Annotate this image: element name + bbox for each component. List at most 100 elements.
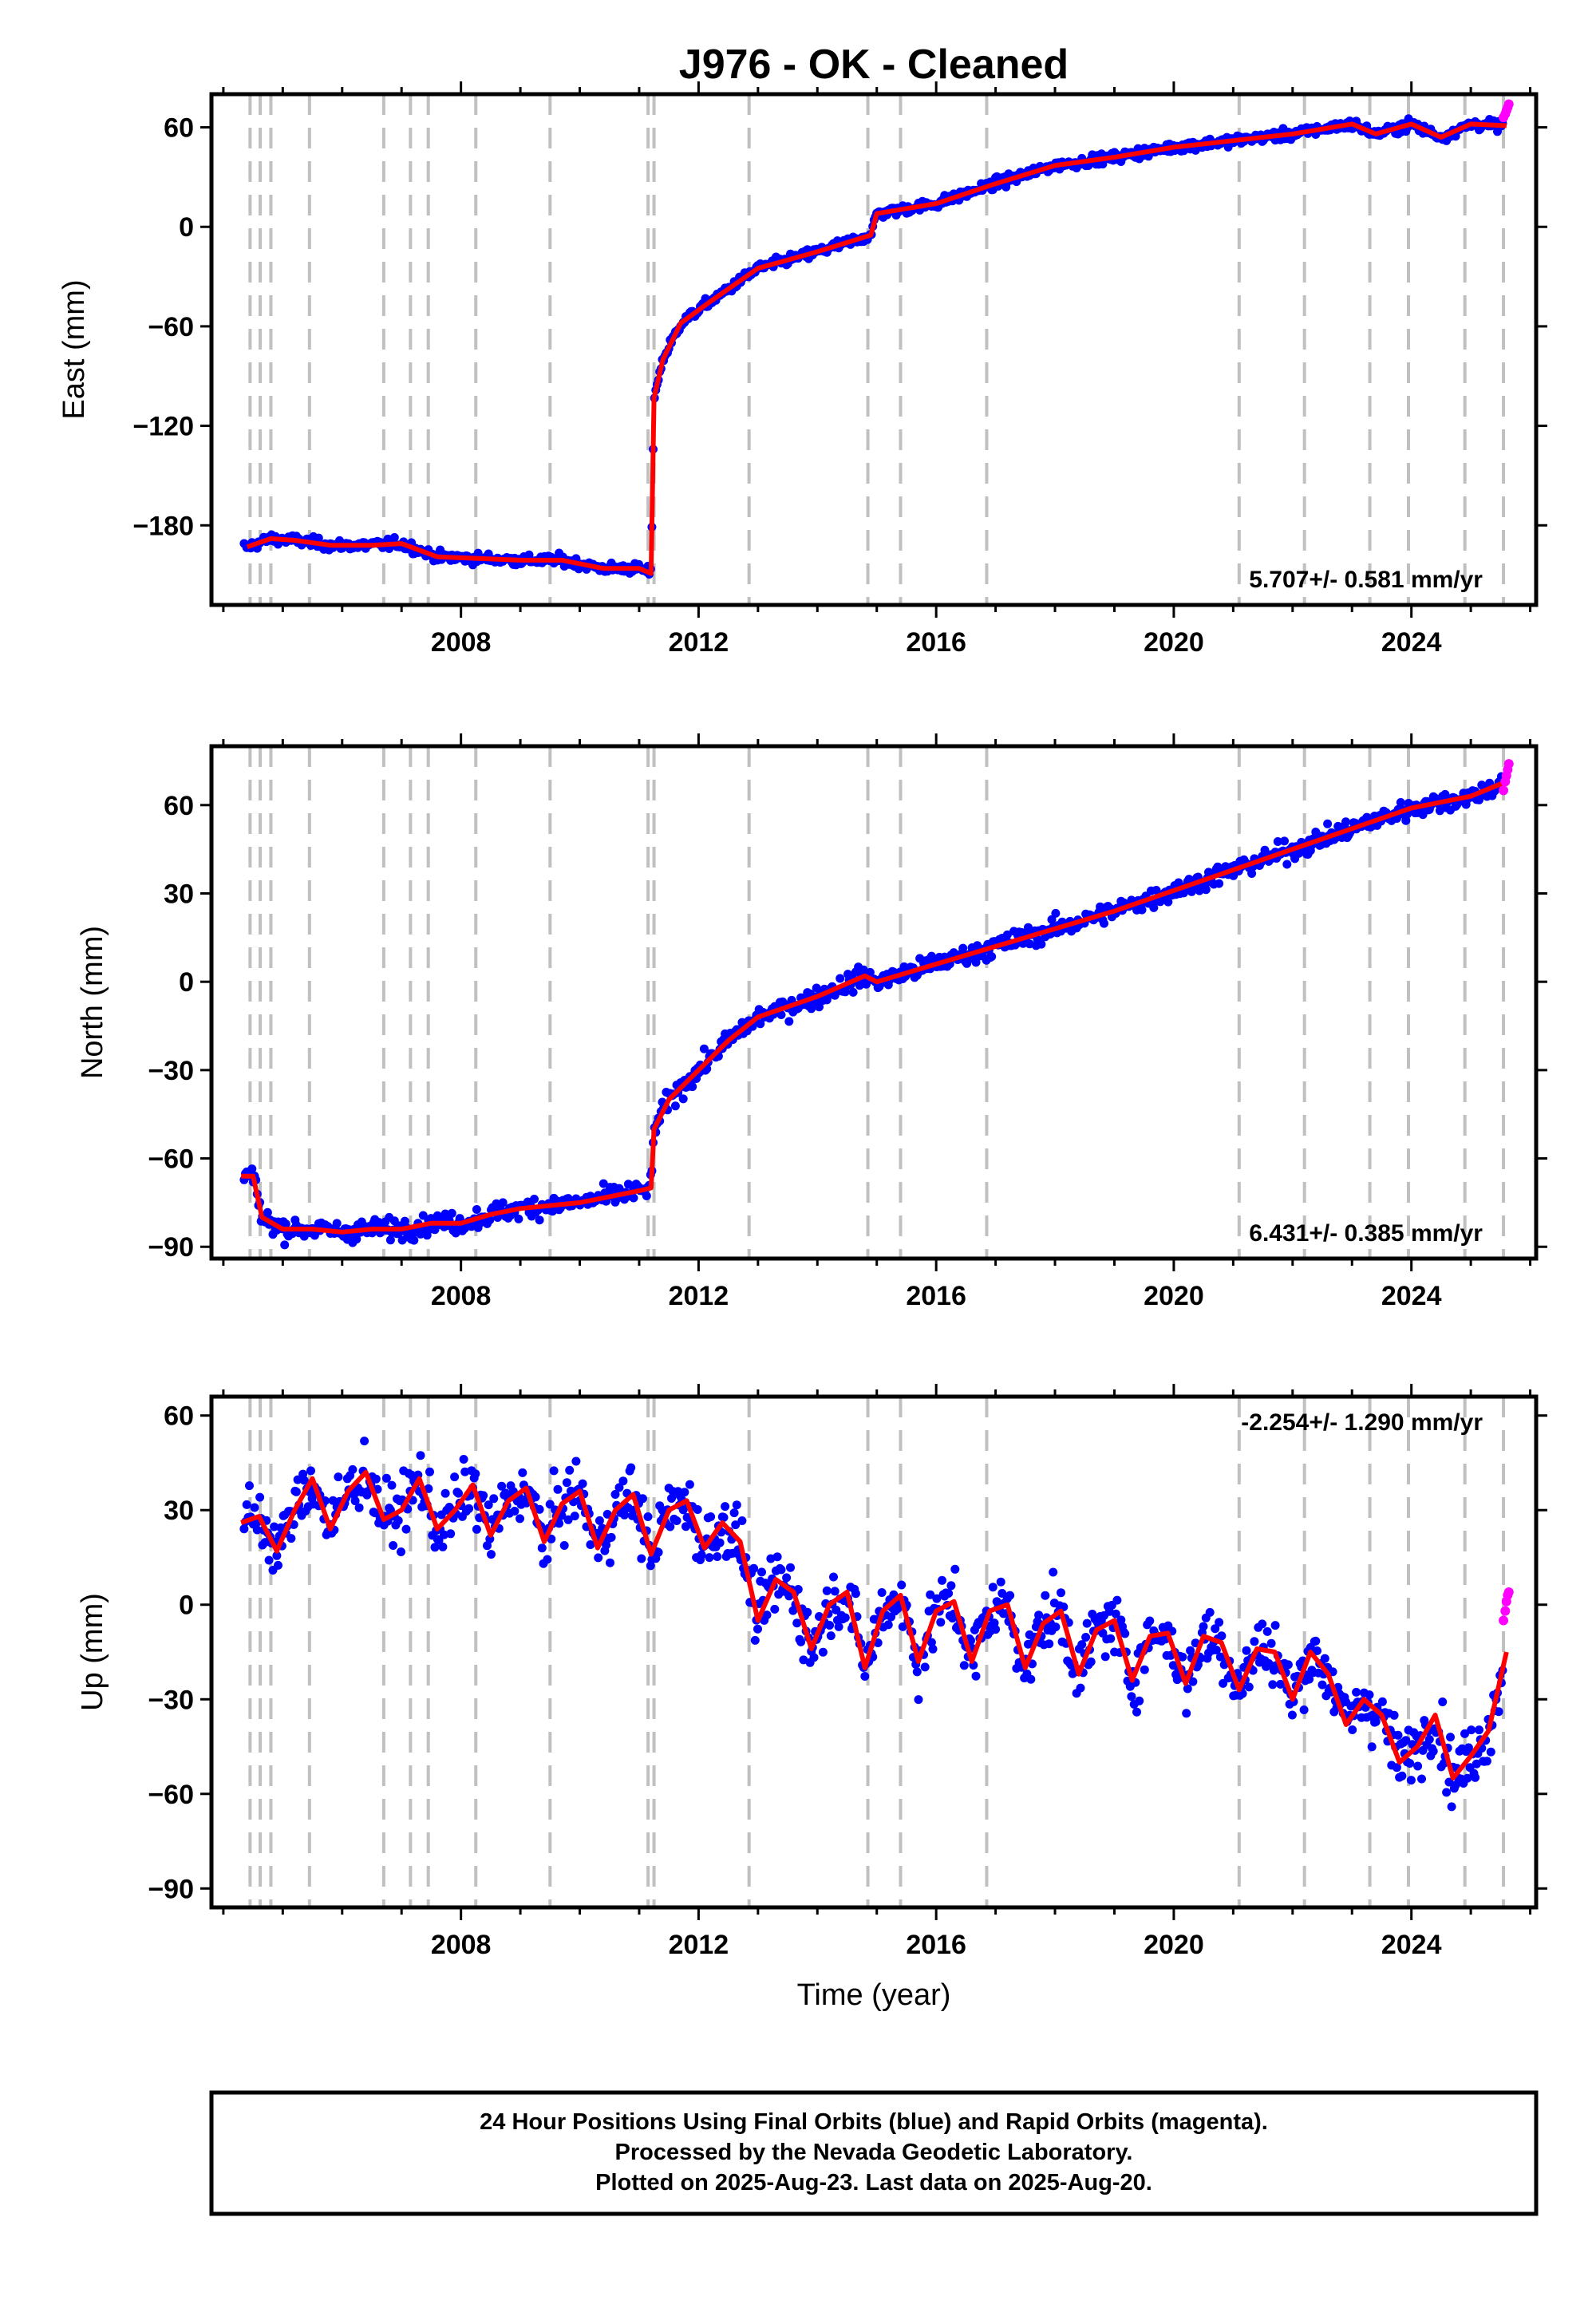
data-point (1299, 1705, 1309, 1714)
data-point (1049, 1567, 1058, 1577)
footer-line-1: 24 Hour Positions Using Final Orbits (bl… (480, 2109, 1268, 2135)
data-point (250, 1503, 259, 1512)
data-point (1494, 1707, 1503, 1717)
data-point (883, 1620, 893, 1630)
model-series-line (246, 121, 1507, 576)
data-point (1482, 1757, 1491, 1766)
data-point (425, 1467, 434, 1476)
data-point (618, 1476, 628, 1486)
data-point (836, 974, 845, 983)
data-point (620, 1510, 629, 1520)
data-point (936, 1618, 946, 1627)
data-point (1262, 1626, 1272, 1636)
data-point (272, 1551, 282, 1560)
y-tick-label: 30 (164, 1496, 194, 1526)
model-series-line (241, 779, 1507, 1235)
data-point (1250, 1637, 1259, 1646)
data-point (1034, 1611, 1044, 1620)
y-tick-label: −90 (148, 1874, 194, 1904)
data-point (1112, 1595, 1122, 1605)
rate-label: -2.254+/- 1.290 mm/yr (1241, 1409, 1483, 1436)
data-point (1313, 1646, 1321, 1655)
x-tick-label: 2024 (1381, 1281, 1442, 1311)
data-point (1428, 1746, 1438, 1756)
data-point (434, 1535, 444, 1545)
data-point (385, 1235, 395, 1245)
data-point (1273, 837, 1282, 846)
x-tick-label: 2024 (1381, 1930, 1442, 1960)
data-point (950, 1564, 960, 1574)
data-point (848, 987, 858, 997)
data-point (409, 1235, 419, 1245)
data-point (286, 1534, 296, 1543)
data-point (898, 1622, 907, 1631)
data-point (565, 1465, 575, 1475)
data-point (334, 1472, 343, 1482)
data-point (1397, 1771, 1407, 1780)
data-point (642, 1192, 651, 1200)
data-point (280, 1240, 290, 1250)
data-point (988, 1583, 998, 1592)
data-point (549, 1466, 559, 1476)
data-point (678, 1094, 688, 1104)
footer-line-2: Processed by the Nevada Geodetic Laborat… (615, 2140, 1133, 2165)
data-point (484, 1500, 493, 1510)
data-point (387, 1480, 397, 1490)
data-point (1120, 1629, 1130, 1638)
y-axis-label: North (mm) (76, 926, 109, 1079)
data-point (1371, 1717, 1381, 1726)
data-point (757, 1567, 766, 1577)
data-point (1405, 1759, 1415, 1768)
data-point (756, 1019, 765, 1029)
data-point (912, 1667, 922, 1677)
data-point (1215, 1652, 1225, 1662)
data-point (1205, 1607, 1215, 1617)
data-point (877, 1588, 887, 1597)
data-point (1082, 1618, 1092, 1628)
data-point (697, 1550, 706, 1559)
data-point (897, 1580, 907, 1590)
data-point (803, 1607, 812, 1617)
data-point (1135, 1696, 1144, 1705)
y-tick-label: 30 (164, 879, 194, 909)
data-point (247, 1164, 257, 1174)
data-point (1305, 1674, 1314, 1684)
data-point (829, 1572, 838, 1582)
data-point (860, 1672, 870, 1681)
data-point (1413, 1761, 1423, 1771)
data-point (1242, 1646, 1251, 1655)
data-point (606, 1558, 614, 1567)
data-point (1026, 1674, 1036, 1684)
data-point (454, 1488, 463, 1498)
data-point (1317, 1680, 1327, 1690)
data-point (1367, 1742, 1377, 1752)
data-point (938, 1575, 946, 1585)
y-tick-label: 60 (164, 113, 194, 144)
data-point (825, 1621, 835, 1630)
x-tick-label: 2016 (906, 1930, 966, 1960)
data-point (598, 1179, 608, 1188)
data-point (750, 1635, 760, 1645)
data-point (1111, 1609, 1120, 1618)
data-point (263, 1207, 272, 1217)
data-point (1377, 1697, 1387, 1706)
data-point (1446, 1733, 1455, 1742)
data-point (489, 1494, 499, 1504)
x-tick-label: 2012 (669, 1930, 729, 1960)
data-point (914, 1695, 923, 1705)
data-point (610, 1490, 620, 1499)
data-point (719, 1512, 729, 1522)
data-point (422, 1231, 432, 1240)
data-point (926, 1638, 936, 1647)
data-point (447, 1208, 456, 1218)
rate-label: 5.707+/- 0.581 mm/yr (1249, 567, 1483, 593)
y-tick-label: 0 (179, 967, 194, 998)
x-tick-label: 2012 (669, 1281, 729, 1311)
data-point (530, 1195, 539, 1203)
data-point (518, 1468, 527, 1477)
data-point (1186, 1646, 1195, 1655)
data-point (245, 1481, 254, 1491)
data-point (1393, 1730, 1403, 1740)
y-tick-label: −180 (132, 511, 194, 541)
